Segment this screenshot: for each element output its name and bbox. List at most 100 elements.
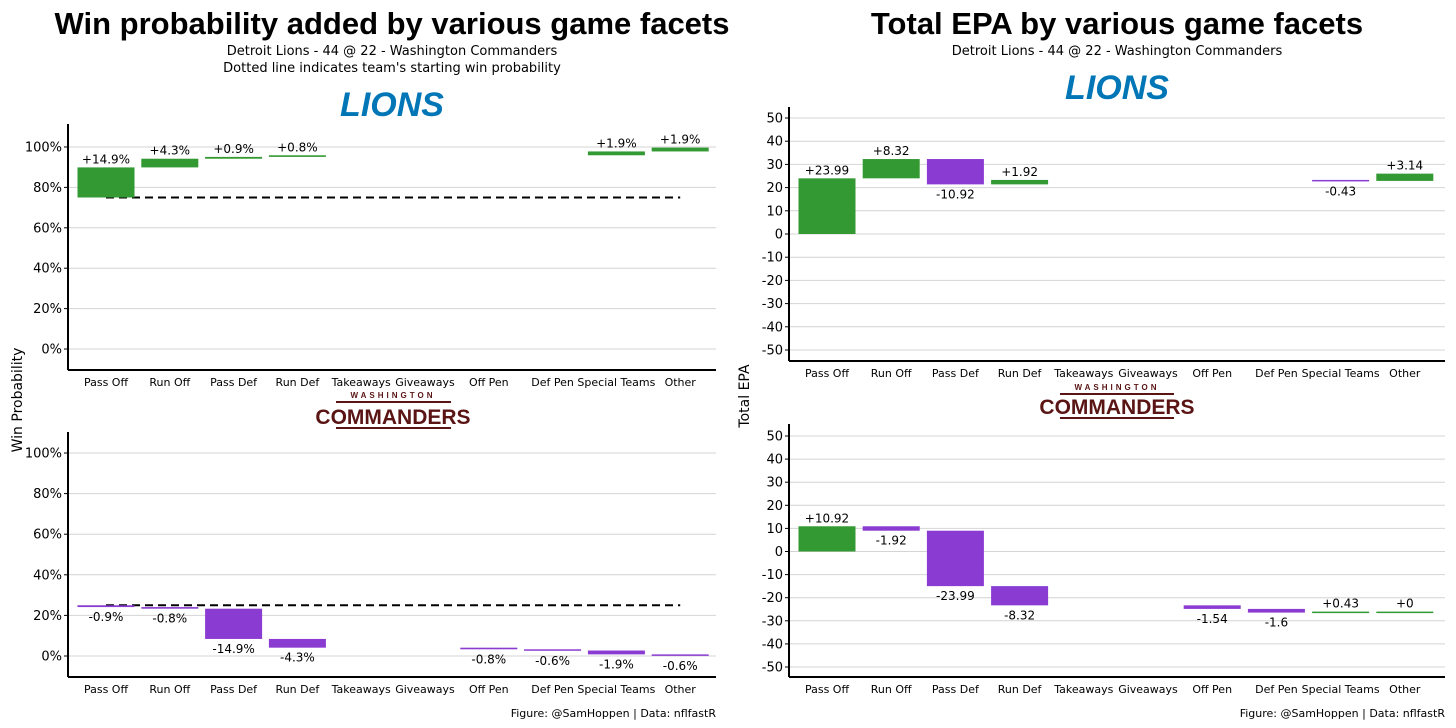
logo-rule <box>1060 417 1174 419</box>
lions-logo-left: LIONS <box>340 86 444 124</box>
y-tick-label: 80% <box>33 487 62 502</box>
y-tick-label: 50 <box>766 430 783 445</box>
y-tick-label: 0% <box>41 343 62 358</box>
x-tick-label: Special Teams <box>577 376 655 389</box>
x-tick-label: Run Def <box>276 376 321 389</box>
x-tick-label: Special Teams <box>1302 683 1380 696</box>
x-tick-label: Other <box>1389 683 1421 696</box>
x-tick-label: Giveaways <box>1118 367 1178 380</box>
commanders-logo-small-text: WASHINGTON <box>1075 383 1160 392</box>
commanders-wp-chart: 0% 20% 40% 60% 80% 100% Pass Off -0.9% Run Off -0… <box>25 432 716 696</box>
bar-pass-off <box>77 167 135 198</box>
bar-run-def <box>991 179 1049 185</box>
data-label: -0.8% <box>471 652 506 666</box>
bar-pass-def <box>926 530 984 587</box>
x-tick-label: Def Pen <box>531 683 574 696</box>
x-tick-label: Other <box>665 683 697 696</box>
data-label: +1.9% <box>596 136 637 150</box>
bar-run-def <box>991 586 1049 606</box>
data-label: -8.32 <box>1004 608 1035 622</box>
data-label: -0.9% <box>89 610 124 624</box>
y-tick-label: 60% <box>33 221 62 236</box>
commanders-logo-text: COMMANDERS <box>1039 396 1194 419</box>
y-tick-label: 0 <box>775 545 783 560</box>
y-tick-label: 20 <box>766 499 783 514</box>
commanders-logo-small-text: WASHINGTON <box>351 391 436 400</box>
y-tick-label: 100% <box>25 447 62 462</box>
bar-off-pen <box>1183 605 1241 609</box>
bar-other <box>1376 173 1434 181</box>
data-label: +3.14 <box>1386 159 1423 173</box>
lions-epa-chart: -50 -40 -30 -20 -10 0 10 20 30 40 50 Pass Off +23.99… <box>762 107 1445 380</box>
x-tick-label: Pass Def <box>210 376 258 389</box>
y-tick-label: -40 <box>762 320 783 335</box>
lions-logo-text: LIONS <box>340 86 444 124</box>
data-label: +10.92 <box>805 511 849 525</box>
lions-logo-text: LIONS <box>1065 69 1169 107</box>
y-tick-label: 30 <box>766 158 783 173</box>
y-tick-label: -20 <box>762 274 783 289</box>
y-tick-label: 40% <box>33 262 62 277</box>
commanders-logo-text: COMMANDERS <box>315 406 470 429</box>
x-tick-label: Pass Def <box>932 683 980 696</box>
x-tick-label: Special Teams <box>577 683 655 696</box>
y-tick-label: -10 <box>762 568 783 583</box>
data-label: +23.99 <box>805 163 849 177</box>
logo-rule <box>336 427 451 429</box>
x-tick-label: Giveaways <box>395 683 455 696</box>
x-tick-label: Off Pen <box>469 683 509 696</box>
x-tick-label: Pass Off <box>84 376 128 389</box>
x-tick-label: Off Pen <box>1192 367 1232 380</box>
y-tick-label: -30 <box>762 297 783 312</box>
x-tick-label: Run Def <box>998 367 1043 380</box>
x-tick-label: Pass Off <box>805 683 849 696</box>
data-label: +8.32 <box>873 144 910 158</box>
y-tick-label: 20 <box>766 181 783 196</box>
y-tick-label: 80% <box>33 181 62 196</box>
x-tick-label: Pass Def <box>210 683 258 696</box>
x-tick-label: Takeaways <box>1053 367 1113 380</box>
data-label: +1.92 <box>1001 165 1038 179</box>
data-label: +0.8% <box>277 140 318 154</box>
chart-panels: 0%20%40%60%80%100%Pass Off+14.9%Run Off+… <box>25 107 1445 696</box>
x-tick-label: Def Pen <box>1255 683 1298 696</box>
right-title: Total EPA by various game facets <box>871 6 1363 41</box>
bar-other <box>651 654 709 656</box>
data-label: -0.6% <box>535 654 570 668</box>
bar-pass-off <box>798 178 856 234</box>
bar-run-off <box>862 159 920 179</box>
y-tick-label: 50 <box>766 112 783 127</box>
y-tick-label: -40 <box>762 637 783 652</box>
bar-def-pen <box>524 649 582 651</box>
bar-special-teams <box>587 650 645 655</box>
x-tick-label: Takeaways <box>331 376 391 389</box>
y-tick-label: 30 <box>766 476 783 491</box>
bar-run-def <box>268 155 326 157</box>
left-y-axis-label: Win Probability <box>10 348 26 453</box>
data-label: -23.99 <box>936 589 975 603</box>
y-tick-label: 20% <box>33 302 62 317</box>
y-tick-label: 0 <box>775 228 783 243</box>
x-tick-label: Def Pen <box>1255 367 1298 380</box>
x-tick-label: Pass Off <box>805 367 849 380</box>
lions-wp-chart: 0% 20% 40% 60% 80% 100% Pass Off +14.9% Run Off +… <box>25 124 716 389</box>
x-tick-label: Run Off <box>871 683 912 696</box>
bar-run-off <box>141 158 199 168</box>
data-label: -14.9% <box>212 642 254 656</box>
x-tick-label: Run Def <box>998 683 1043 696</box>
data-label: -1.9% <box>599 657 634 671</box>
y-tick-label: 10 <box>766 204 783 219</box>
x-tick-label: Takeaways <box>1053 683 1113 696</box>
bar-pass-def <box>205 156 263 159</box>
data-label: -0.6% <box>663 659 698 673</box>
x-tick-label: Def Pen <box>531 376 574 389</box>
data-label: -1.6 <box>1265 616 1288 630</box>
data-label: +0.43 <box>1322 597 1359 611</box>
logo-rule <box>1060 393 1174 395</box>
left-subtitle: Detroit Lions - 44 @ 22 - Washington Com… <box>227 44 558 59</box>
y-tick-label: -50 <box>762 344 783 359</box>
bar-other <box>1376 611 1434 614</box>
y-tick-label: -10 <box>762 251 783 266</box>
data-label: -1.92 <box>876 534 907 548</box>
